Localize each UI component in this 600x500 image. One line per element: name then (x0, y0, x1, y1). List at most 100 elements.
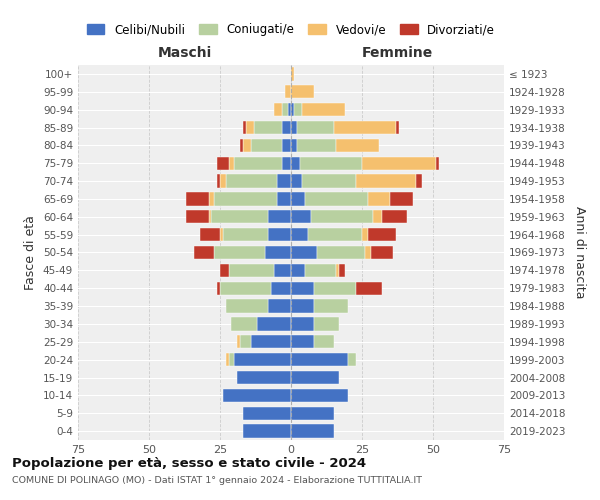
Bar (396, 121, 399, 134)
Bar (257, 317, 291, 330)
Bar (291, 353, 348, 366)
Bar (356, 282, 382, 295)
Bar (291, 282, 314, 295)
Bar (314, 300, 348, 313)
Bar (229, 353, 234, 366)
Bar (194, 246, 214, 259)
Bar (277, 174, 291, 188)
Bar (283, 121, 291, 134)
Bar (291, 406, 334, 420)
Bar (371, 246, 393, 259)
Bar (265, 246, 291, 259)
Bar (291, 388, 348, 402)
Bar (186, 210, 209, 224)
Bar (291, 264, 305, 277)
Y-axis label: Anni di nascita: Anni di nascita (574, 206, 586, 298)
Bar (416, 174, 422, 188)
Bar (220, 264, 229, 277)
Legend: Celibi/Nubili, Coniugati/e, Vedovi/e, Divorziati/e: Celibi/Nubili, Coniugati/e, Vedovi/e, Di… (82, 18, 500, 41)
Bar (291, 121, 296, 134)
Bar (314, 335, 334, 348)
Bar (308, 228, 362, 241)
Bar (268, 228, 291, 241)
Bar (391, 192, 413, 205)
Bar (314, 317, 339, 330)
Bar (291, 371, 339, 384)
Bar (291, 103, 294, 117)
Bar (365, 246, 371, 259)
Bar (348, 353, 356, 366)
Bar (245, 121, 254, 134)
Bar (291, 300, 314, 313)
Bar (251, 335, 291, 348)
Bar (243, 138, 251, 152)
Bar (240, 138, 243, 152)
Text: Maschi: Maschi (157, 46, 212, 60)
Bar (214, 192, 277, 205)
Bar (283, 156, 291, 170)
Bar (311, 210, 373, 224)
Bar (291, 424, 334, 438)
Bar (254, 121, 283, 134)
Bar (368, 192, 391, 205)
Bar (243, 406, 291, 420)
Bar (368, 228, 396, 241)
Bar (291, 174, 302, 188)
Bar (217, 156, 229, 170)
Bar (217, 174, 220, 188)
Text: Popolazione per età, sesso e stato civile - 2024: Popolazione per età, sesso e stato civil… (12, 458, 366, 470)
Bar (226, 174, 277, 188)
Bar (220, 174, 226, 188)
Bar (291, 85, 314, 98)
Bar (339, 264, 345, 277)
Bar (291, 192, 305, 205)
Bar (234, 156, 283, 170)
Text: Femmine: Femmine (362, 46, 433, 60)
Text: COMUNE DI POLINAGO (MO) - Dati ISTAT 1° gennaio 2024 - Elaborazione TUTTITALIA.I: COMUNE DI POLINAGO (MO) - Dati ISTAT 1° … (12, 476, 422, 485)
Bar (211, 210, 268, 224)
Bar (291, 228, 308, 241)
Bar (291, 335, 314, 348)
Bar (220, 228, 223, 241)
Bar (288, 103, 291, 117)
Bar (291, 138, 296, 152)
Bar (268, 300, 291, 313)
Bar (214, 246, 265, 259)
Bar (229, 156, 234, 170)
Bar (317, 246, 365, 259)
Bar (226, 353, 229, 366)
Bar (296, 138, 337, 152)
Bar (209, 192, 214, 205)
Bar (243, 121, 245, 134)
Bar (382, 210, 407, 224)
Bar (356, 174, 416, 188)
Bar (237, 371, 291, 384)
Bar (362, 228, 368, 241)
Bar (305, 264, 337, 277)
Bar (299, 156, 362, 170)
Bar (337, 138, 379, 152)
Bar (283, 138, 291, 152)
Bar (226, 300, 268, 313)
Bar (373, 210, 382, 224)
Bar (283, 103, 288, 117)
Bar (291, 210, 311, 224)
Bar (220, 282, 271, 295)
Bar (268, 210, 291, 224)
Bar (271, 282, 291, 295)
Bar (274, 103, 283, 117)
Bar (286, 85, 291, 98)
Bar (302, 103, 345, 117)
Bar (223, 228, 268, 241)
Bar (334, 121, 396, 134)
Bar (436, 156, 439, 170)
Bar (232, 317, 257, 330)
Bar (294, 103, 302, 117)
Bar (291, 246, 317, 259)
Bar (337, 264, 339, 277)
Bar (217, 282, 220, 295)
Bar (291, 317, 314, 330)
Bar (274, 264, 291, 277)
Bar (296, 121, 334, 134)
Bar (237, 335, 240, 348)
